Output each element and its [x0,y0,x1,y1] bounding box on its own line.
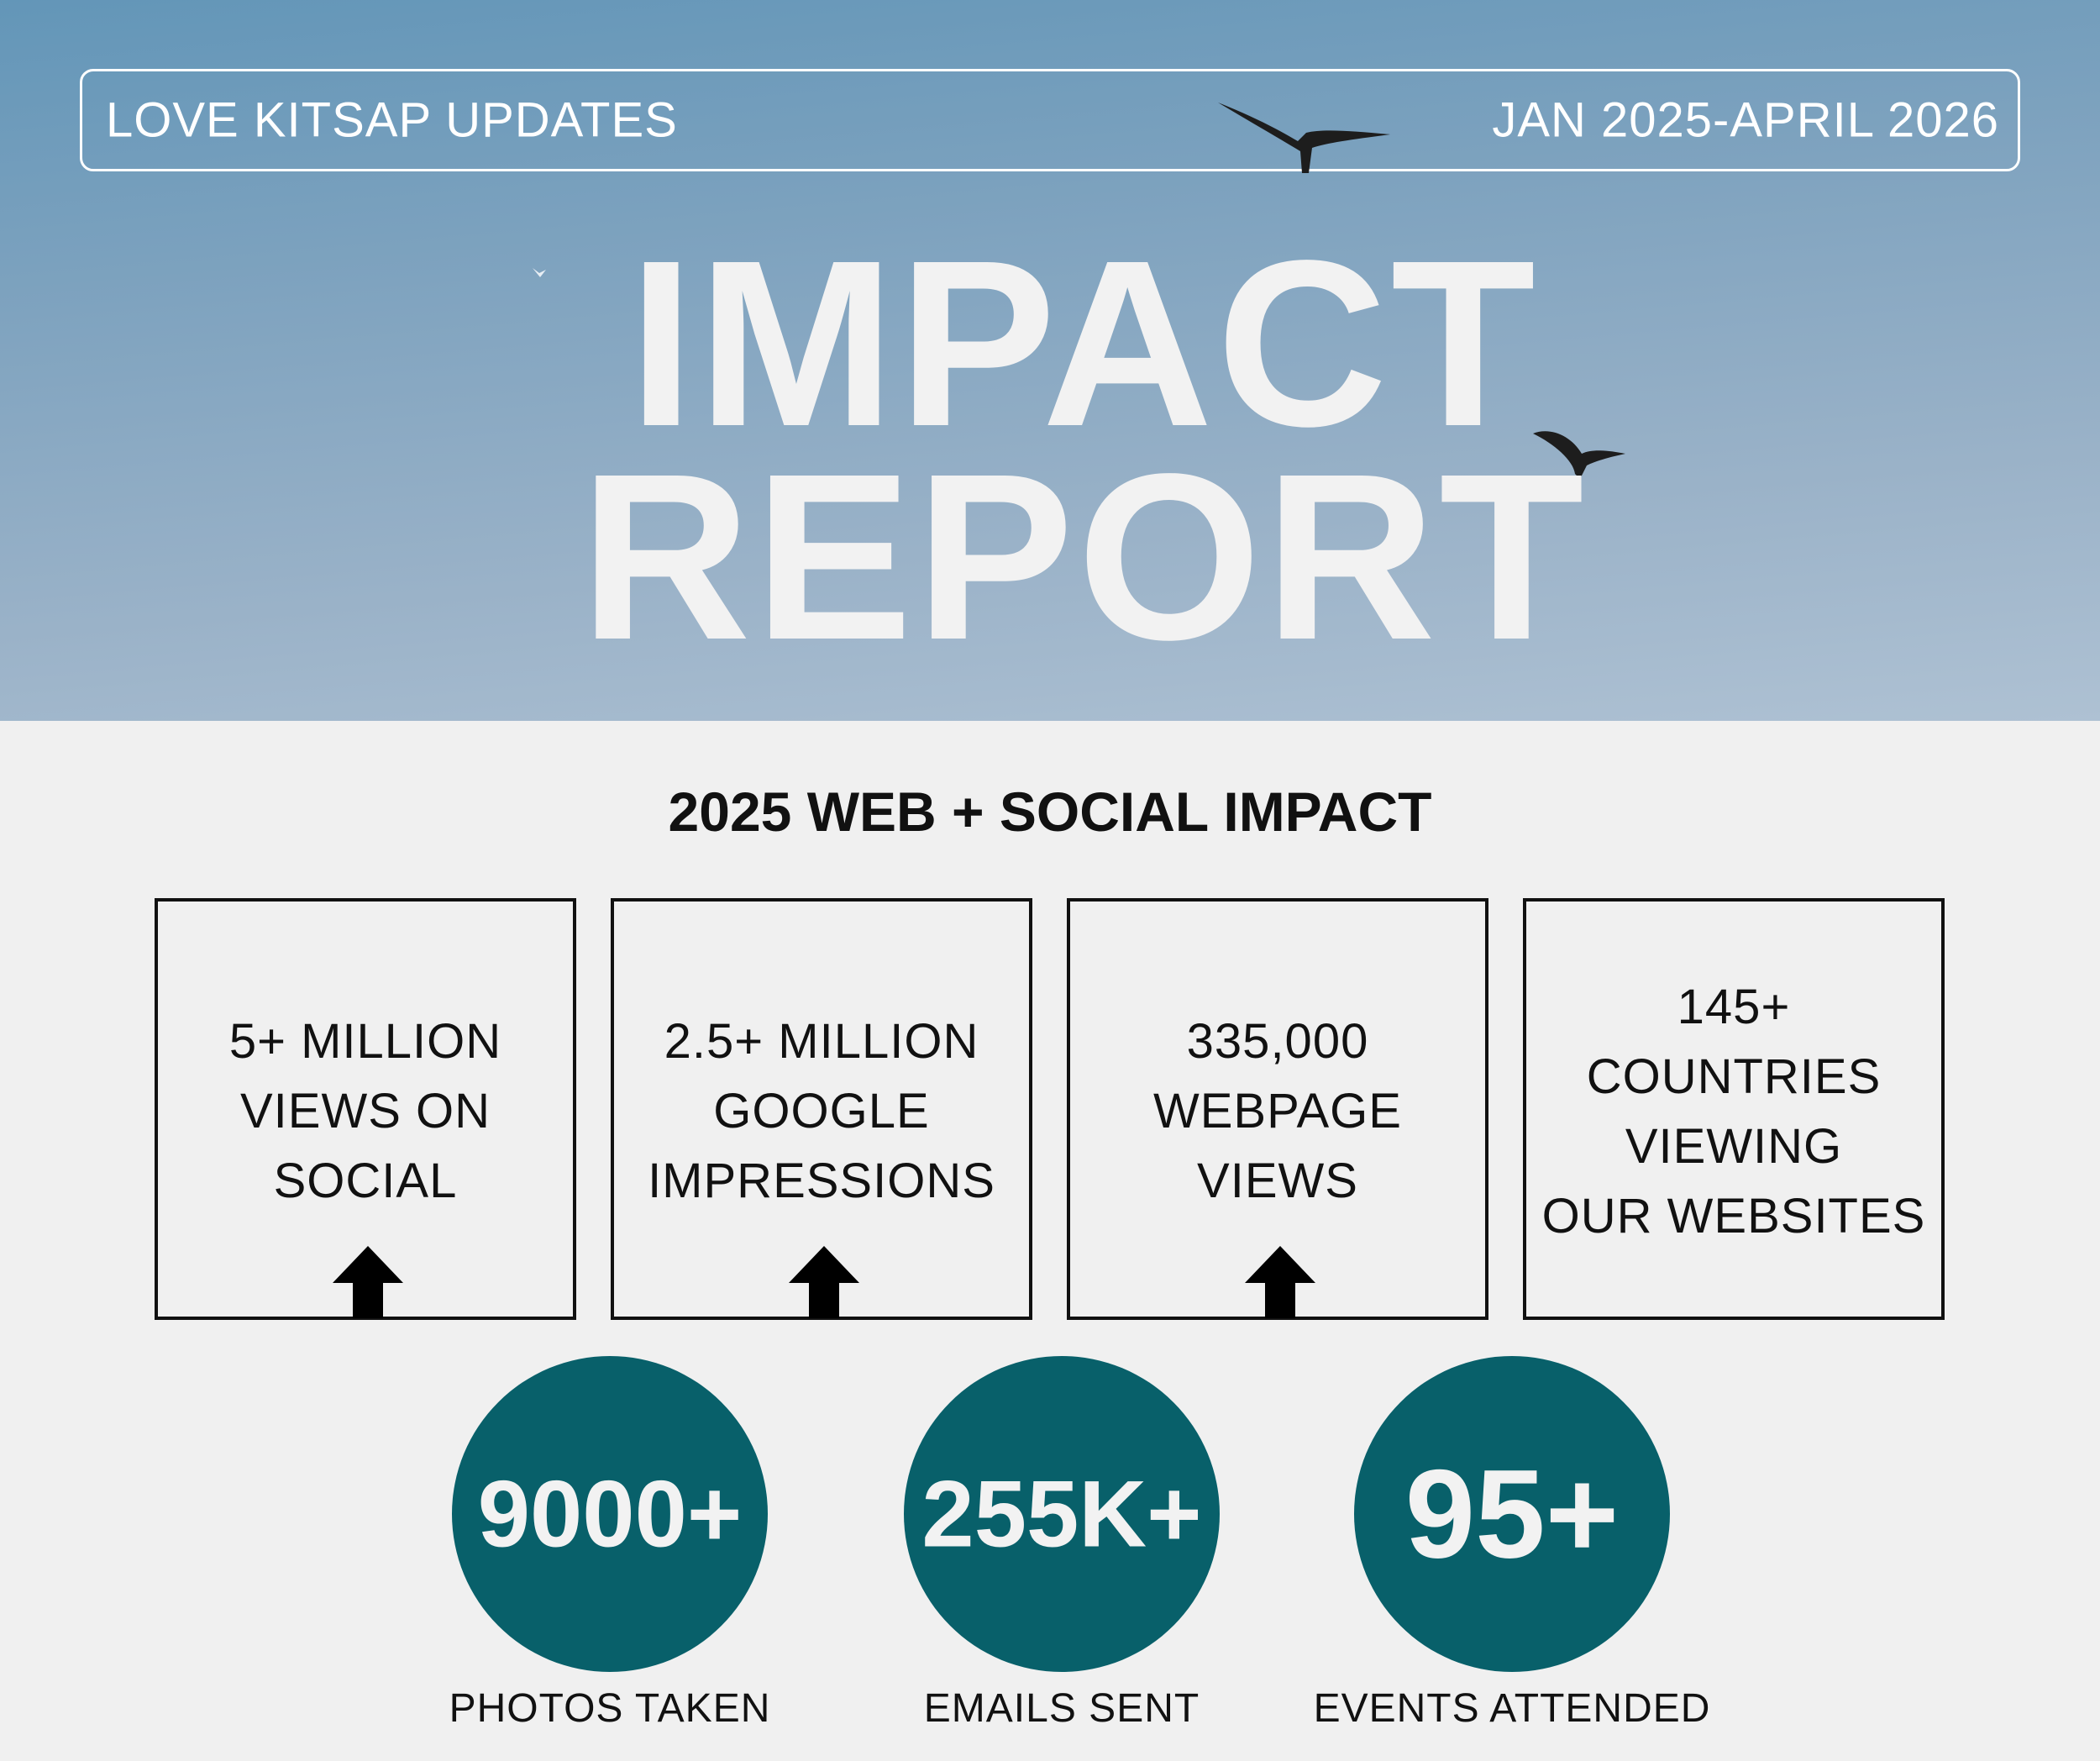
stat-card-social-views: 5+ MILLION VIEWS ON SOCIAL [155,898,576,1320]
stat-label-events: EVENTS ATTENDED [1313,1686,1711,1731]
header-bar: LOVE KITSAP UPDATES JAN 2025-APRIL 2026 [80,69,2020,171]
card-text: 145+ COUNTRIES VIEWING OUR WEBSITES [1541,980,1926,1243]
stat-circle-photos: 9000+ [452,1356,768,1672]
card-text: 2.5+ MILLION GOOGLE IMPRESSIONS [648,1014,995,1208]
card-text: 335,000 WEBPAGE VIEWS [1153,1014,1402,1208]
stat-label-photos: PHOTOS TAKEN [449,1686,771,1731]
report-title-line2: REPORT [580,424,1588,689]
stat-value: 255K+ [921,1461,1202,1567]
stat-circle-events: 95+ [1354,1356,1670,1672]
seagull-icon [1533,431,1625,479]
card-text: 5+ MILLION VIEWS ON SOCIAL [228,1014,502,1208]
section-title: 2025 WEB + SOCIAL IMPACT [668,781,1432,843]
stat-card-google-impressions: 2.5+ MILLION GOOGLE IMPRESSIONS [611,898,1032,1320]
up-arrow-icon [789,1246,859,1318]
stat-circle-emails: 255K+ [904,1356,1220,1672]
up-arrow-icon [1245,1246,1315,1318]
org-label: LOVE KITSAP UPDATES [106,92,678,148]
stat-card-countries: 145+ COUNTRIES VIEWING OUR WEBSITES [1523,898,1945,1320]
hero-banner: LOVE KITSAP UPDATES JAN 2025-APRIL 2026 … [0,0,2100,721]
date-range: JAN 2025-APRIL 2026 [1492,92,1999,148]
distant-bird-icon [533,268,546,277]
stat-value: 95+ [1404,1443,1620,1585]
stat-value: 9000+ [477,1461,743,1567]
report-title-line1: IMPACT [628,211,1539,476]
seagull-icon [1218,103,1390,173]
stat-label-emails: EMAILS SENT [923,1686,1200,1731]
up-arrow-icon [333,1246,403,1318]
stat-card-webpage-views: 335,000 WEBPAGE VIEWS [1067,898,1488,1320]
